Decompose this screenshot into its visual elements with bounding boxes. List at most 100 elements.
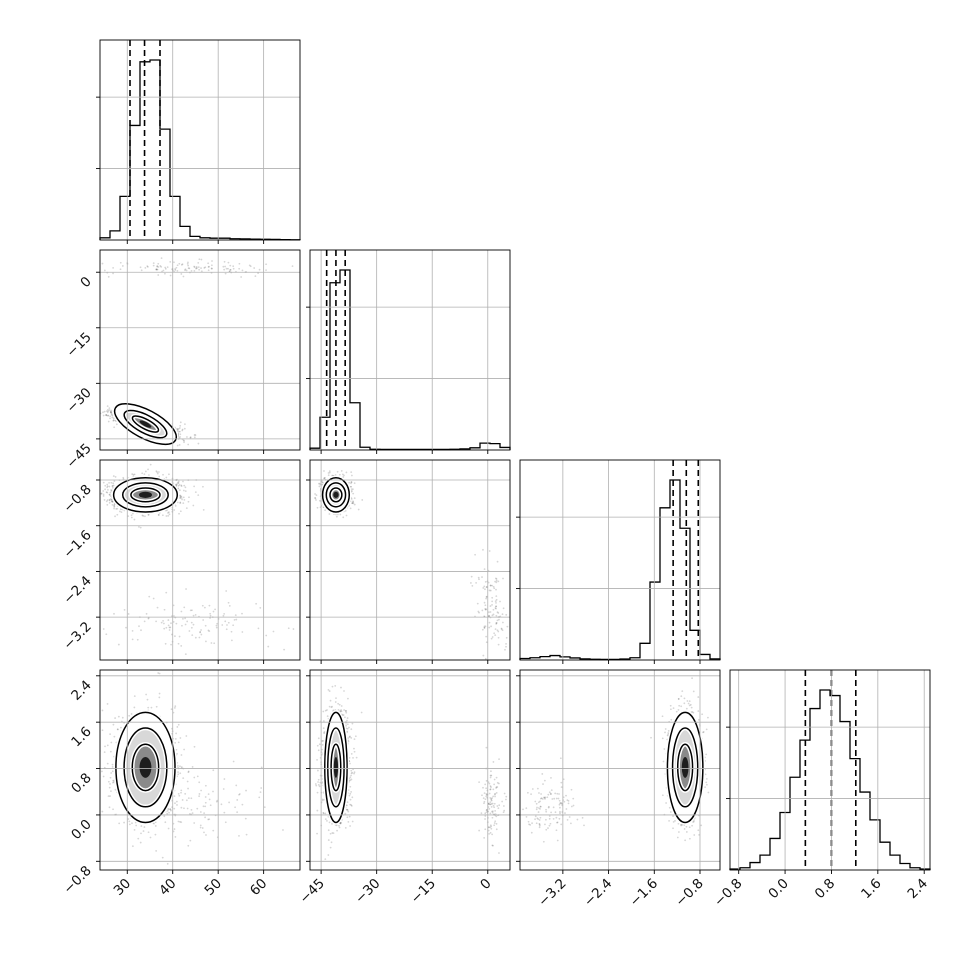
- sample-point: [316, 506, 319, 509]
- sample-point: [179, 495, 182, 498]
- sample-point: [506, 667, 508, 669]
- sample-point: [125, 626, 127, 629]
- histogram-panel: [99, 40, 301, 241]
- histogram-panel: [309, 250, 511, 451]
- panel-frame: [309, 459, 511, 661]
- panel-frame: [729, 669, 931, 871]
- sample-point: [140, 832, 142, 835]
- sample-point: [183, 427, 186, 430]
- sample-point: [175, 622, 178, 625]
- scatter-density-panel: [100, 672, 284, 865]
- sample-point: [181, 624, 183, 627]
- sample-point: [187, 267, 190, 269]
- sample-point: [109, 410, 112, 413]
- sample-point: [483, 625, 486, 628]
- histogram-bin: [820, 690, 830, 870]
- sample-point: [98, 401, 100, 403]
- histogram-bin: [550, 656, 560, 660]
- sample-point: [152, 262, 155, 265]
- y-tick-label: −2.4: [60, 573, 94, 607]
- sample-point: [113, 504, 115, 507]
- sample-point: [350, 481, 353, 483]
- sample-point: [91, 483, 93, 485]
- sample-point: [177, 428, 180, 430]
- sample-point: [178, 512, 180, 515]
- contour-line: [321, 476, 351, 513]
- sample-point: [500, 627, 503, 630]
- sample-point: [189, 609, 192, 612]
- sample-point: [327, 472, 330, 474]
- sample-point: [321, 481, 324, 483]
- density-fill-core: [333, 491, 339, 498]
- sample-point: [111, 500, 114, 503]
- sample-point: [179, 496, 182, 499]
- histogram-bin: [870, 820, 880, 870]
- sample-point: [211, 260, 213, 262]
- sample-point: [163, 627, 166, 630]
- sample-point: [209, 612, 212, 615]
- sample-point: [241, 631, 244, 633]
- sample-point: [272, 630, 275, 633]
- sample-point: [94, 503, 96, 505]
- sample-point: [183, 439, 185, 442]
- contour-line: [121, 482, 169, 508]
- sample-point: [240, 276, 243, 278]
- sample-point: [131, 638, 134, 641]
- sample-point: [177, 430, 180, 433]
- histogram-bin: [760, 855, 770, 870]
- sample-point: [184, 486, 187, 489]
- sample-point: [265, 263, 268, 266]
- sample-point: [176, 752, 178, 755]
- sample-point: [146, 265, 149, 268]
- sample-point: [94, 403, 96, 405]
- sample-point: [119, 510, 121, 513]
- sample-point: [474, 553, 476, 556]
- sample-point: [222, 614, 225, 617]
- sample-point: [180, 495, 183, 498]
- gridlines: [520, 460, 720, 660]
- sample-point: [176, 428, 179, 430]
- histogram-bin: [900, 864, 910, 870]
- sample-point: [112, 484, 115, 487]
- sample-point: [103, 499, 106, 501]
- y-tick-label: −3.2: [60, 619, 94, 653]
- sample-point: [287, 627, 290, 630]
- sample-point: [229, 268, 232, 271]
- sample-point: [180, 610, 183, 613]
- sample-point: [198, 268, 201, 271]
- sample-point: [102, 481, 105, 484]
- sample-point: [193, 434, 196, 436]
- sample-point: [93, 499, 95, 501]
- sample-point: [257, 627, 260, 630]
- sample-point: [163, 815, 166, 818]
- sample-point: [202, 485, 204, 488]
- sample-point: [349, 507, 352, 510]
- sample-point: [113, 612, 115, 615]
- sample-point: [484, 608, 487, 610]
- sample-point: [138, 625, 140, 628]
- sample-point: [222, 265, 225, 268]
- histogram-bin: [770, 838, 780, 870]
- sample-point: [203, 267, 206, 269]
- sample-point: [238, 267, 241, 270]
- sample-point: [352, 502, 355, 505]
- sample-point: [482, 654, 485, 657]
- sample-point: [106, 405, 109, 408]
- sample-point: [483, 601, 486, 604]
- density-fill-core: [138, 491, 152, 498]
- sample-point: [184, 423, 186, 426]
- sample-point: [113, 426, 116, 429]
- sample-point: [188, 267, 191, 270]
- sample-point: [111, 485, 114, 488]
- sample-point: [492, 585, 495, 588]
- sample-point: [491, 604, 493, 606]
- sample-point: [178, 635, 181, 638]
- sample-point: [496, 560, 499, 563]
- sample-point: [501, 613, 504, 616]
- sample-point: [483, 615, 486, 618]
- sample-point: [491, 600, 494, 603]
- sample-point: [232, 624, 235, 627]
- sample-point: [227, 601, 230, 604]
- sample-point: [149, 463, 152, 466]
- histogram-bin: [840, 722, 850, 870]
